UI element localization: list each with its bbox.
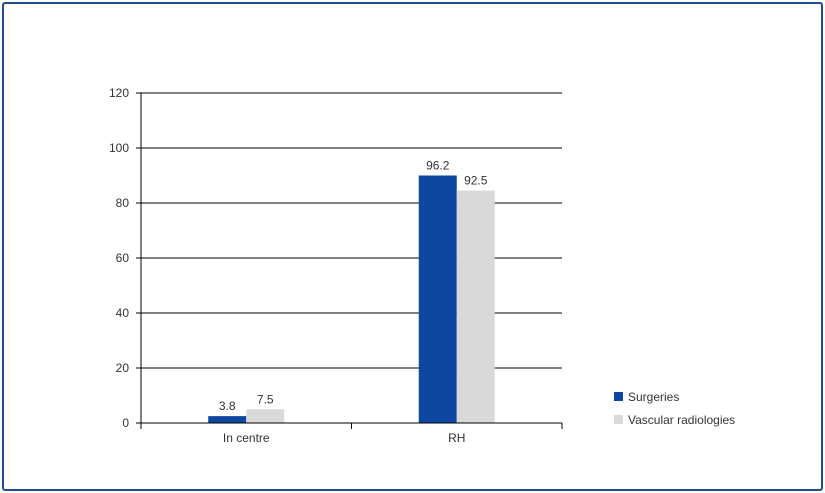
bar-vascular-radiologies-rh	[456, 190, 495, 423]
y-tick-label: 80	[116, 196, 130, 210]
x-axis: In centre RH	[140, 93, 563, 445]
bars	[208, 175, 495, 423]
bar-surgeries-in-centre	[208, 416, 247, 423]
legend-swatch	[614, 392, 623, 401]
y-tick-label: 40	[116, 306, 130, 320]
bar-vascular-radiologies-in-centre	[246, 409, 285, 423]
data-label: 92.5	[464, 174, 488, 188]
data-labels: 3.8 7.5 96.2 92.5	[219, 159, 488, 414]
data-label: 7.5	[257, 392, 274, 406]
y-tick-label: 120	[109, 86, 129, 100]
legend-swatch	[614, 415, 623, 424]
data-label: 96.2	[426, 159, 450, 173]
legend: Surgeries Vascular radiologies	[614, 390, 735, 427]
gridlines	[136, 92, 562, 424]
legend-label: Vascular radiologies	[628, 413, 735, 427]
y-tick-label: 0	[122, 416, 129, 430]
x-tick-label: In centre	[223, 431, 270, 445]
data-label: 3.8	[219, 399, 236, 413]
y-axis-ticks: 0 20 40 60 80 100 120	[109, 86, 129, 430]
y-tick-label: 60	[116, 251, 130, 265]
y-tick-label: 20	[116, 361, 130, 375]
legend-label: Surgeries	[628, 390, 679, 404]
bar-surgeries-rh	[418, 175, 457, 423]
y-tick-label: 100	[109, 141, 129, 155]
x-tick-label: RH	[448, 431, 465, 445]
